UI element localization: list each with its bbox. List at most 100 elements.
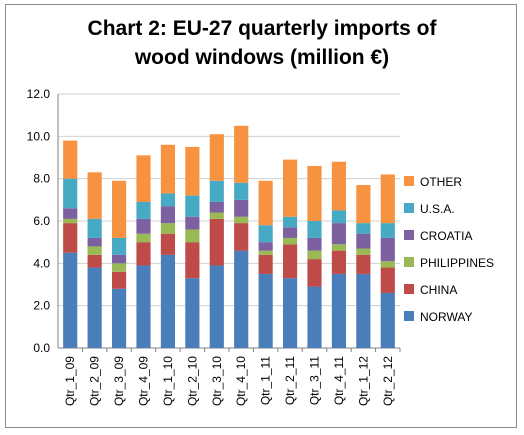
x-tick-label: Qtr_4_09 bbox=[137, 356, 151, 406]
bar-segment-other-qtr_2_10 bbox=[185, 146, 200, 196]
bar-segment-other-qtr_2_09 bbox=[87, 172, 102, 219]
chart-title-line-1: Chart 2: EU-27 quarterly imports of bbox=[87, 17, 437, 40]
bar-segment-philippines-qtr_2_09 bbox=[87, 246, 102, 255]
bar-segment-philippines-qtr_2_12 bbox=[380, 261, 395, 268]
bar-segment-philippines-qtr_1_12 bbox=[356, 248, 371, 255]
x-tick-label: Qtr_1_12 bbox=[356, 356, 370, 406]
bar-segment-croatia-qtr_1_11 bbox=[258, 242, 273, 251]
bar-segment-philippines-qtr_2_11 bbox=[282, 237, 298, 245]
legend-swatch bbox=[404, 176, 414, 186]
bar-segment-norway-qtr_2_12 bbox=[380, 292, 395, 348]
legend-label: CHINA bbox=[420, 283, 457, 297]
bar-segment-usa-qtr_2_09 bbox=[87, 218, 102, 238]
bar-segment-philippines-qtr_1_10 bbox=[160, 223, 176, 234]
bar-segment-usa-qtr_3_10 bbox=[209, 180, 224, 202]
bar-segment-other-qtr_4_10 bbox=[234, 125, 249, 183]
bar-segment-croatia-qtr_4_10 bbox=[234, 199, 249, 217]
bar-segment-norway-qtr_1_12 bbox=[356, 273, 371, 348]
x-tick-label: Qtr_2_09 bbox=[88, 356, 102, 406]
bar-segment-norway-qtr_2_10 bbox=[185, 278, 200, 348]
bar-segment-croatia-qtr_4_09 bbox=[136, 218, 151, 234]
x-tick-label: Qtr_3_09 bbox=[112, 356, 126, 406]
bar-segment-philippines-qtr_4_09 bbox=[136, 233, 151, 243]
bar-segment-china-qtr_3_11 bbox=[307, 259, 322, 287]
bar-segment-philippines-qtr_1_11 bbox=[258, 250, 273, 255]
bar-segment-china-qtr_2_11 bbox=[282, 244, 298, 279]
bar-segment-other-qtr_4_09 bbox=[136, 155, 151, 202]
legend-label: NORWAY bbox=[420, 310, 472, 324]
y-tick-label: 12.0 bbox=[27, 87, 51, 101]
x-tick-label: Qtr_2_12 bbox=[381, 356, 395, 406]
bar-segment-usa-qtr_1_10 bbox=[160, 193, 176, 207]
bar-segment-other-qtr_1_10 bbox=[160, 144, 176, 194]
y-tick-label: 8.0 bbox=[33, 172, 50, 186]
bar-segment-usa-qtr_2_10 bbox=[185, 195, 200, 217]
bar-segment-other-qtr_3_10 bbox=[209, 134, 224, 181]
legend-label: PHILIPPINES bbox=[420, 256, 494, 270]
bar-segment-china-qtr_2_12 bbox=[380, 267, 395, 293]
x-tick-label: Qtr_4_10 bbox=[234, 356, 248, 406]
bar-segment-philippines-qtr_4_10 bbox=[234, 216, 249, 224]
bar-segment-usa-qtr_2_12 bbox=[380, 223, 395, 238]
x-tick-label: Qtr_3_11 bbox=[308, 356, 322, 405]
bar-segment-usa-qtr_4_10 bbox=[234, 182, 249, 200]
bar-segment-philippines-qtr_3_09 bbox=[111, 263, 127, 272]
x-tick-label: Qtr_2_11 bbox=[283, 356, 297, 405]
bar-segment-china-qtr_4_11 bbox=[331, 250, 347, 274]
bar-segment-philippines-qtr_3_11 bbox=[307, 250, 322, 260]
bar-segment-norway-qtr_3_09 bbox=[111, 288, 127, 348]
bar-segment-other-qtr_3_09 bbox=[111, 180, 127, 238]
legend-swatch bbox=[404, 203, 414, 213]
bar-segment-china-qtr_1_12 bbox=[356, 254, 371, 274]
bar-segment-china-qtr_2_09 bbox=[87, 254, 102, 268]
legend-label: U.S.A. bbox=[420, 202, 455, 216]
legend-label: CROATIA bbox=[420, 229, 472, 243]
y-tick-label: 2.0 bbox=[33, 299, 50, 313]
bar-segment-china-qtr_4_09 bbox=[136, 242, 151, 266]
bar-segment-croatia-qtr_3_11 bbox=[307, 237, 322, 251]
bar-segment-other-qtr_4_11 bbox=[331, 161, 347, 211]
bar-segment-china-qtr_2_10 bbox=[185, 242, 200, 279]
bar-segment-other-qtr_3_11 bbox=[307, 165, 322, 221]
bar-segment-usa-qtr_3_09 bbox=[111, 237, 127, 255]
bar-segment-usa-qtr_2_11 bbox=[282, 216, 298, 228]
bar-segment-norway-qtr_1_10 bbox=[160, 254, 176, 348]
x-tick-label: Qtr_1_09 bbox=[63, 356, 77, 406]
bar-segment-croatia-qtr_2_12 bbox=[380, 237, 395, 262]
bar-segment-usa-qtr_3_11 bbox=[307, 221, 322, 238]
bar-segment-philippines-qtr_4_11 bbox=[331, 244, 347, 251]
x-tick-label: Qtr_4_11 bbox=[332, 356, 346, 405]
bar-segment-other-qtr_2_11 bbox=[282, 159, 298, 217]
legend-swatch bbox=[404, 284, 414, 294]
bar-segment-china-qtr_3_09 bbox=[111, 271, 127, 289]
bar-segment-croatia-qtr_3_09 bbox=[111, 254, 127, 264]
bar-segment-norway-qtr_3_10 bbox=[209, 265, 224, 348]
bar-segment-norway-qtr_2_11 bbox=[282, 278, 298, 348]
bar-segment-other-qtr_1_11 bbox=[258, 180, 273, 226]
bar-segment-croatia-qtr_1_10 bbox=[160, 206, 176, 224]
y-tick-label: 4.0 bbox=[33, 256, 50, 270]
bar-segment-croatia-qtr_1_09 bbox=[63, 208, 78, 219]
bar-segment-norway-qtr_3_11 bbox=[307, 286, 322, 348]
bar-segment-norway-qtr_4_10 bbox=[234, 250, 249, 348]
bar-segment-croatia-qtr_3_10 bbox=[209, 201, 224, 213]
bar-segment-norway-qtr_2_09 bbox=[87, 267, 102, 348]
bar-segment-norway-qtr_4_09 bbox=[136, 265, 151, 348]
chart-title: Chart 2: EU-27 quarterly imports of wood… bbox=[0, 14, 524, 72]
bar-segment-other-qtr_2_12 bbox=[380, 174, 395, 224]
legend-swatch bbox=[404, 311, 414, 321]
legend-swatch bbox=[404, 257, 414, 267]
bar-segment-usa-qtr_4_11 bbox=[331, 210, 347, 224]
bar-segment-croatia-qtr_2_11 bbox=[282, 227, 298, 238]
bar-segment-croatia-qtr_2_10 bbox=[185, 216, 200, 230]
y-tick-label: 6.0 bbox=[33, 214, 50, 228]
bar-segment-usa-qtr_1_09 bbox=[63, 178, 78, 209]
x-tick-label: Qtr_1_10 bbox=[161, 356, 175, 406]
bar-segment-philippines-qtr_2_10 bbox=[185, 229, 200, 243]
bar-segment-china-qtr_3_10 bbox=[209, 218, 224, 266]
bar-segment-norway-qtr_4_11 bbox=[331, 273, 347, 348]
bar-segment-usa-qtr_1_12 bbox=[356, 223, 371, 234]
bar-segment-usa-qtr_1_11 bbox=[258, 225, 273, 243]
x-tick-label: Qtr_1_11 bbox=[259, 356, 273, 405]
